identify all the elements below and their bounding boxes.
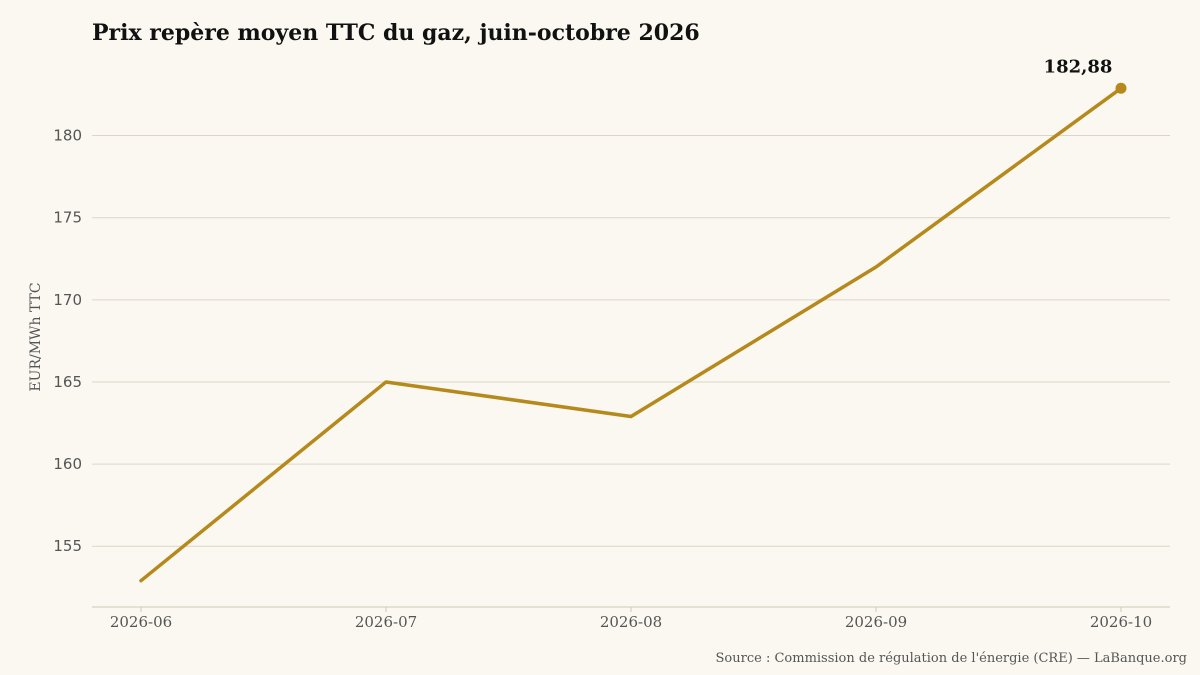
x-tick-label: 2026-09 xyxy=(845,613,907,631)
x-tick-label: 2026-10 xyxy=(1090,613,1152,631)
y-tick-label: 180 xyxy=(53,127,82,145)
y-tick-label: 175 xyxy=(53,209,82,227)
y-tick-label: 160 xyxy=(53,455,82,473)
data-label: 182,88 xyxy=(1044,56,1113,77)
y-tick-label: 170 xyxy=(53,291,82,309)
x-tick-label: 2026-08 xyxy=(600,613,662,631)
series-line xyxy=(139,86,1123,583)
chart-title: Prix repère moyen TTC du gaz, juin-octob… xyxy=(92,20,700,46)
x-tick-label: 2026-07 xyxy=(355,613,417,631)
end-point-marker xyxy=(1115,82,1127,94)
y-tick-label: 165 xyxy=(53,373,82,391)
x-tick-label: 2026-06 xyxy=(110,613,172,631)
y-tick-label: 155 xyxy=(53,537,82,555)
source-note: Source : Commission de régulation de l'é… xyxy=(715,651,1187,666)
